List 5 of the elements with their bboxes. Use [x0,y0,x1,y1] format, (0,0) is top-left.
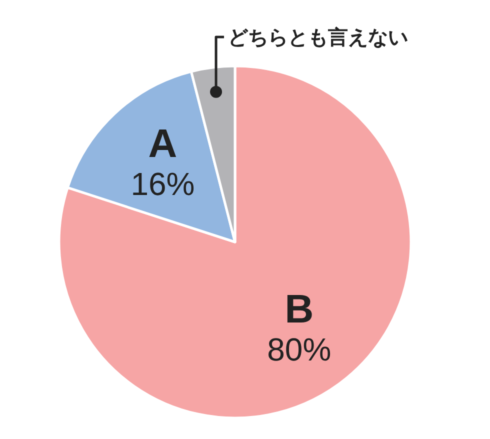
data-label: 80% [267,331,332,368]
data-label: 16% [130,166,195,202]
slice-label: B [284,287,314,332]
slice-label: A [148,122,178,166]
slice-label: どちらとも言えない [228,26,408,49]
